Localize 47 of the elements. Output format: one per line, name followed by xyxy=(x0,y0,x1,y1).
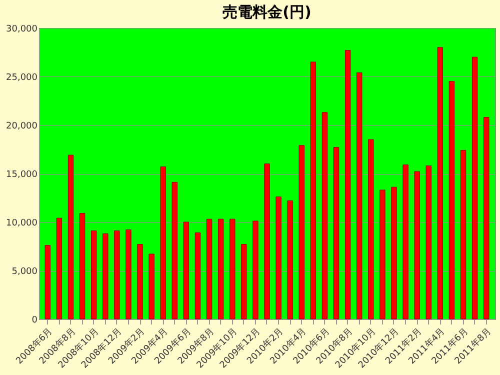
bar xyxy=(264,164,270,320)
bar xyxy=(56,218,62,320)
bar xyxy=(287,200,293,320)
bar xyxy=(310,62,316,320)
bar xyxy=(241,244,247,320)
bar xyxy=(114,230,120,320)
bar xyxy=(68,154,74,320)
bar xyxy=(483,116,490,320)
bar xyxy=(148,254,154,320)
bar xyxy=(160,166,166,320)
bar xyxy=(437,47,444,320)
bar xyxy=(368,139,374,320)
chart-title: 売電料金(円) xyxy=(222,3,312,21)
bar xyxy=(206,218,212,320)
bar xyxy=(472,56,478,320)
y-tick-label: 20,000 xyxy=(6,122,38,132)
bar xyxy=(322,112,328,320)
y-tick-label: 15,000 xyxy=(6,170,38,180)
bar xyxy=(391,186,397,320)
bar xyxy=(183,222,190,320)
y-tick-label: 25,000 xyxy=(6,73,38,83)
bar xyxy=(252,220,258,320)
bar xyxy=(460,150,466,320)
bar xyxy=(426,165,432,320)
bar xyxy=(356,72,362,320)
bar xyxy=(276,196,282,320)
y-tick-label: 5,000 xyxy=(12,267,38,277)
bar xyxy=(298,145,304,320)
bar xyxy=(344,50,351,320)
bar xyxy=(126,230,132,320)
bar xyxy=(333,147,340,320)
bar xyxy=(218,218,224,320)
bar xyxy=(380,190,386,320)
y-tick-label: 0 xyxy=(32,316,38,326)
y-tick-label: 30,000 xyxy=(6,24,38,34)
bar xyxy=(414,171,420,320)
bar xyxy=(448,81,455,320)
bar xyxy=(230,218,236,320)
bar xyxy=(79,213,86,320)
bar xyxy=(90,230,97,320)
bar xyxy=(194,232,201,320)
bar xyxy=(402,164,408,320)
bar xyxy=(137,244,143,320)
bar xyxy=(44,245,51,320)
y-tick-label: 10,000 xyxy=(6,218,38,228)
bar xyxy=(172,182,178,320)
bar xyxy=(102,233,108,320)
